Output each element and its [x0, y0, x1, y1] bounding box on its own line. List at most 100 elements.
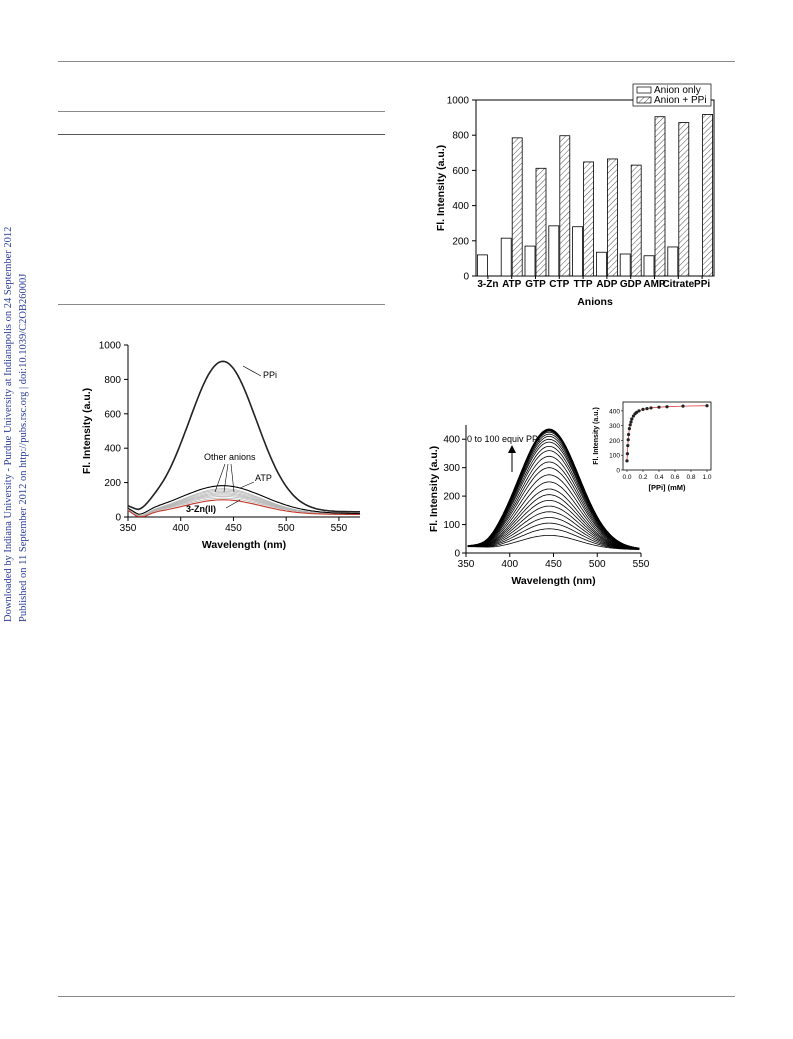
- inset-y-axis-label: Fl. Intensity (a.u.): [593, 407, 600, 465]
- bar-y-tick-label: 1000: [447, 96, 470, 107]
- spectra-x-tick-label: 350: [120, 523, 137, 534]
- annotation-other-arrow-2: [223, 463, 229, 493]
- titration-arrow-head: [508, 445, 516, 453]
- inset-data-point: [641, 407, 645, 411]
- bar-anion-only: [572, 226, 583, 277]
- inset-data-point: [649, 406, 653, 410]
- titration-spectrum: [467, 494, 640, 550]
- inset-data-point: [657, 405, 661, 409]
- bar-x-axis-label: Anions: [577, 296, 613, 308]
- titration-x-tick-label: 450: [545, 559, 562, 570]
- bar-y-tick-label: 800: [452, 131, 469, 142]
- titration-spectrum: [467, 450, 640, 549]
- bar-anion-plus-ppi: [511, 137, 523, 277]
- annotation-atp: ATP: [255, 473, 272, 483]
- annotation-other-arrow-3: [230, 463, 235, 493]
- bar-x-tick-label: GDP: [620, 279, 642, 290]
- titration-spectrum: [467, 528, 640, 550]
- bar-anion-only: [596, 251, 607, 277]
- annotation-other-arrow-1: [214, 463, 226, 493]
- spectra-x-axis-label: Wavelength (nm): [202, 539, 286, 551]
- titration-x-tick-label: 500: [589, 559, 606, 570]
- inset-x-tick-label: 0.4: [654, 474, 663, 481]
- inset-y-tick-label: 0: [616, 468, 620, 475]
- spectrum-ppi: [127, 360, 360, 513]
- titration-annotation: 0 to 100 equiv PPi: [467, 434, 540, 444]
- spectrum-other-anion: [127, 488, 361, 516]
- inset-data-point: [645, 407, 649, 411]
- table-top-rule: [58, 111, 385, 112]
- spectra-y-tick-label: 600: [104, 409, 121, 420]
- bar-y-tick-label: 0: [463, 272, 469, 283]
- bar-y-tick-label: 200: [452, 236, 469, 247]
- spectra-x-tick-label: 400: [172, 523, 189, 534]
- bar-anion-plus-ppi: [630, 164, 642, 277]
- inset-data-point: [625, 452, 630, 456]
- inset-data-point: [630, 417, 634, 421]
- bar-anion-plus-ppi: [535, 167, 547, 277]
- inset-data-point: [627, 427, 632, 431]
- titration-x-axis-label: Wavelength (nm): [511, 575, 595, 587]
- titration-spectrum: [467, 500, 640, 550]
- footer-rule: [58, 996, 735, 997]
- bar-anion-plus-ppi: [654, 116, 666, 277]
- titration-spectrum: [467, 517, 640, 550]
- inset-y-tick-label: 300: [609, 423, 620, 430]
- legend-swatch-anion-ppi: [636, 96, 652, 104]
- bar-anion-only: [524, 245, 536, 277]
- bar-anion-only: [643, 255, 655, 277]
- inset-data-point: [665, 405, 669, 409]
- spectrum-3zn: [127, 499, 360, 518]
- bar-legend-box: [632, 83, 712, 107]
- bar-plot-frame: [475, 99, 715, 277]
- spectra-x-tick-label: 450: [225, 523, 242, 534]
- titration-spectrum: [467, 461, 640, 550]
- inset-x-tick-label: 0.6: [670, 474, 679, 481]
- bar-x-tick-label: PPi: [694, 279, 710, 290]
- inset-x-axis-label: [PPi] (mM): [648, 483, 686, 492]
- bar-anion-only: [500, 237, 512, 277]
- table-header-rule: [58, 134, 385, 135]
- header-rule: [58, 61, 735, 62]
- titration-y-axis-label: Fl. Intensity (a.u.): [428, 446, 440, 532]
- titration-spectrum: [467, 535, 640, 550]
- spectra-y-tick-label: 1000: [99, 341, 122, 352]
- bar-anion-only: [619, 253, 631, 277]
- bar-x-tick-label: 3-Zn: [477, 279, 498, 290]
- titration-x-tick-label: 550: [633, 559, 650, 570]
- spectra-x-tick-label: 550: [331, 523, 348, 534]
- annotation-ppi: PPi: [263, 370, 277, 380]
- bar-anion-only: [476, 254, 488, 277]
- annotation-atp-arrow: [239, 481, 255, 489]
- inset-x-tick-label: 0.2: [638, 474, 647, 481]
- inset-y-tick-label: 100: [609, 453, 620, 460]
- inset-data-point: [625, 459, 629, 463]
- bar-anion-plus-ppi: [678, 122, 690, 277]
- spectra-y-tick-label: 800: [104, 375, 121, 386]
- inset-data-point: [637, 409, 641, 413]
- spectrum-atp: [127, 485, 361, 515]
- bar-y-tick-label: 600: [452, 166, 469, 177]
- legend-label-anion-only: Anion only: [654, 85, 701, 96]
- bar-x-tick-label: ADP: [596, 279, 617, 290]
- bar-y-axis-label: Fl. Intensity (a.u.): [435, 145, 447, 231]
- spectra-x-tick-label: 500: [278, 523, 295, 534]
- titration-x-tick-label: 350: [458, 559, 475, 570]
- titration-spectrum: [467, 455, 640, 550]
- inset-data-point: [681, 404, 685, 408]
- spectra-y-axis-label: Fl. Intensity (a.u.): [81, 388, 93, 474]
- bar-x-tick-label: ATP: [502, 279, 522, 290]
- titration-y-tick-label: 200: [443, 492, 460, 503]
- inset-y-tick-label: 200: [609, 438, 620, 445]
- titration-spectrum: [467, 488, 640, 550]
- inset-data-point: [629, 420, 633, 424]
- bar-x-tick-label: AMP: [643, 279, 666, 290]
- titration-x-tick-label: 400: [501, 559, 518, 570]
- bar-x-tick-label: TTP: [574, 279, 593, 290]
- bar-anion-plus-ppi: [702, 114, 713, 277]
- bar-y-tick-label: 400: [452, 201, 469, 212]
- annotation-ppi-arrow: [242, 365, 262, 377]
- inset-x-tick-label: 0.0: [622, 474, 631, 481]
